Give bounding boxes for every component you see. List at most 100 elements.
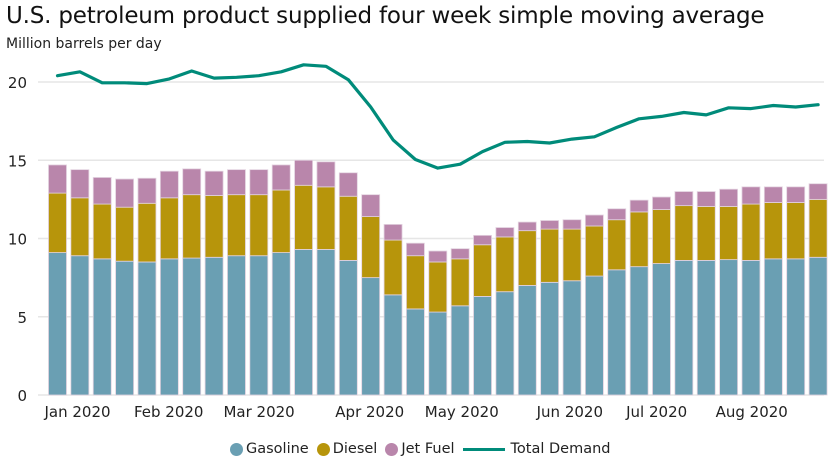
legend-label-diesel: Diesel	[332, 441, 378, 457]
bar-gasoline	[584, 275, 604, 396]
bar-diesel	[70, 197, 90, 257]
bar-diesel	[741, 203, 761, 261]
bar-jet-fuel	[316, 161, 336, 188]
y-tick-label: 15	[8, 152, 27, 170]
x-tick-label: May 2020	[425, 403, 499, 421]
bar-gasoline	[450, 305, 470, 396]
bar-gasoline	[182, 257, 202, 396]
bar-gasoline	[741, 260, 761, 396]
bar-jet-fuel	[763, 186, 783, 203]
bar-diesel	[450, 258, 470, 307]
bar-jet-fuel	[786, 186, 806, 203]
bar-diesel	[473, 244, 492, 297]
bar-diesel	[204, 195, 224, 258]
bar-diesel	[271, 189, 291, 253]
total-demand-line	[55, 63, 820, 170]
bar-jet-fuel	[48, 164, 67, 194]
x-axis-ticks: Jan 2020 Feb 2020 Mar 2020 Apr 2020 May 2020…	[44, 403, 788, 421]
bar-jet-fuel	[562, 219, 582, 230]
bar-jet-fuel	[696, 191, 716, 207]
bar-jet-fuel	[249, 169, 269, 196]
bar-jet-fuel	[652, 196, 671, 210]
bar-diesel	[562, 228, 582, 282]
bar-jet-fuel	[383, 224, 403, 241]
bar-diesel	[316, 186, 336, 250]
bar-diesel	[719, 206, 738, 261]
bar-gasoline	[48, 252, 67, 396]
bar-gasoline	[115, 260, 135, 396]
bar-gasoline	[159, 258, 179, 396]
bar-gasoline	[696, 260, 716, 396]
bar-gasoline	[249, 255, 269, 396]
bar-gasoline	[383, 294, 403, 396]
bar-diesel	[406, 255, 425, 310]
bar-jet-fuel	[540, 220, 560, 230]
bar-gasoline	[294, 249, 313, 396]
bar-gasoline	[674, 260, 694, 396]
bar-diesel	[808, 198, 828, 258]
legend-item-total-demand: Total Demand	[462, 441, 611, 457]
bar-gasoline	[763, 258, 783, 396]
bar-diesel	[629, 211, 649, 268]
bar-diesel	[361, 216, 381, 279]
bar-gasoline	[406, 308, 425, 396]
bar-jet-fuel	[719, 188, 738, 207]
bar-diesel	[92, 203, 112, 260]
legend-label-gasoline: Gasoline	[246, 441, 309, 457]
bar-jet-fuel	[629, 199, 649, 213]
bar-jet-fuel	[450, 248, 470, 260]
gasoline-swatch-icon	[230, 442, 243, 456]
bar-jet-fuel	[338, 172, 358, 197]
bar-gasoline	[629, 266, 649, 396]
x-tick-label: Mar 2020	[223, 403, 294, 421]
bar-diesel	[652, 209, 671, 264]
bar-jet-fuel	[428, 250, 448, 263]
total-demand-line-layer	[55, 63, 820, 170]
bar-gasoline	[607, 269, 627, 396]
bar-diesel	[674, 205, 694, 261]
bar-gasoline	[316, 249, 336, 396]
bar-diesel	[696, 206, 716, 261]
bar-gasoline	[70, 255, 90, 396]
bar-diesel	[786, 202, 806, 260]
jet-fuel-swatch-icon	[385, 442, 399, 456]
bar-gasoline	[428, 311, 448, 396]
bar-gasoline	[517, 285, 537, 396]
bar-jet-fuel	[70, 169, 90, 199]
bar-diesel	[540, 228, 560, 283]
bar-gasoline	[652, 263, 671, 396]
legend: Gasoline Diesel Jet Fuel Total Demand	[230, 441, 619, 457]
bar-jet-fuel	[361, 194, 381, 217]
bar-gasoline	[271, 252, 291, 396]
bar-diesel	[294, 184, 313, 250]
bar-diesel	[584, 225, 604, 277]
bars	[48, 159, 828, 396]
bar-jet-fuel	[607, 208, 627, 221]
bar-jet-fuel	[406, 242, 425, 257]
x-tick-label: Jul 2020	[625, 403, 687, 421]
bar-jet-fuel	[227, 169, 246, 196]
bar-diesel	[159, 197, 179, 260]
y-tick-label: 0	[17, 387, 27, 405]
x-tick-label: Apr 2020	[335, 403, 404, 421]
bar-gasoline	[719, 259, 738, 396]
bar-jet-fuel	[204, 170, 224, 196]
bar-gasoline	[338, 260, 358, 396]
bar-diesel	[137, 202, 157, 263]
bar-jet-fuel	[517, 221, 537, 232]
bar-gasoline	[204, 256, 224, 396]
bar-gasoline	[495, 291, 515, 396]
bar-diesel	[383, 239, 403, 296]
bar-gasoline	[92, 258, 112, 396]
bar-jet-fuel	[271, 164, 291, 191]
legend-item-diesel: Diesel	[316, 441, 378, 457]
bar-gasoline	[361, 277, 381, 396]
x-tick-label: Jun 2020	[536, 403, 603, 421]
bar-gasoline	[473, 296, 492, 396]
bar-diesel	[495, 236, 515, 293]
diesel-swatch-icon	[316, 442, 330, 456]
x-tick-label: Aug 2020	[716, 403, 788, 421]
legend-item-gasoline: Gasoline	[230, 441, 309, 457]
chart-title: U.S. petroleum product supplied four wee…	[6, 3, 765, 29]
